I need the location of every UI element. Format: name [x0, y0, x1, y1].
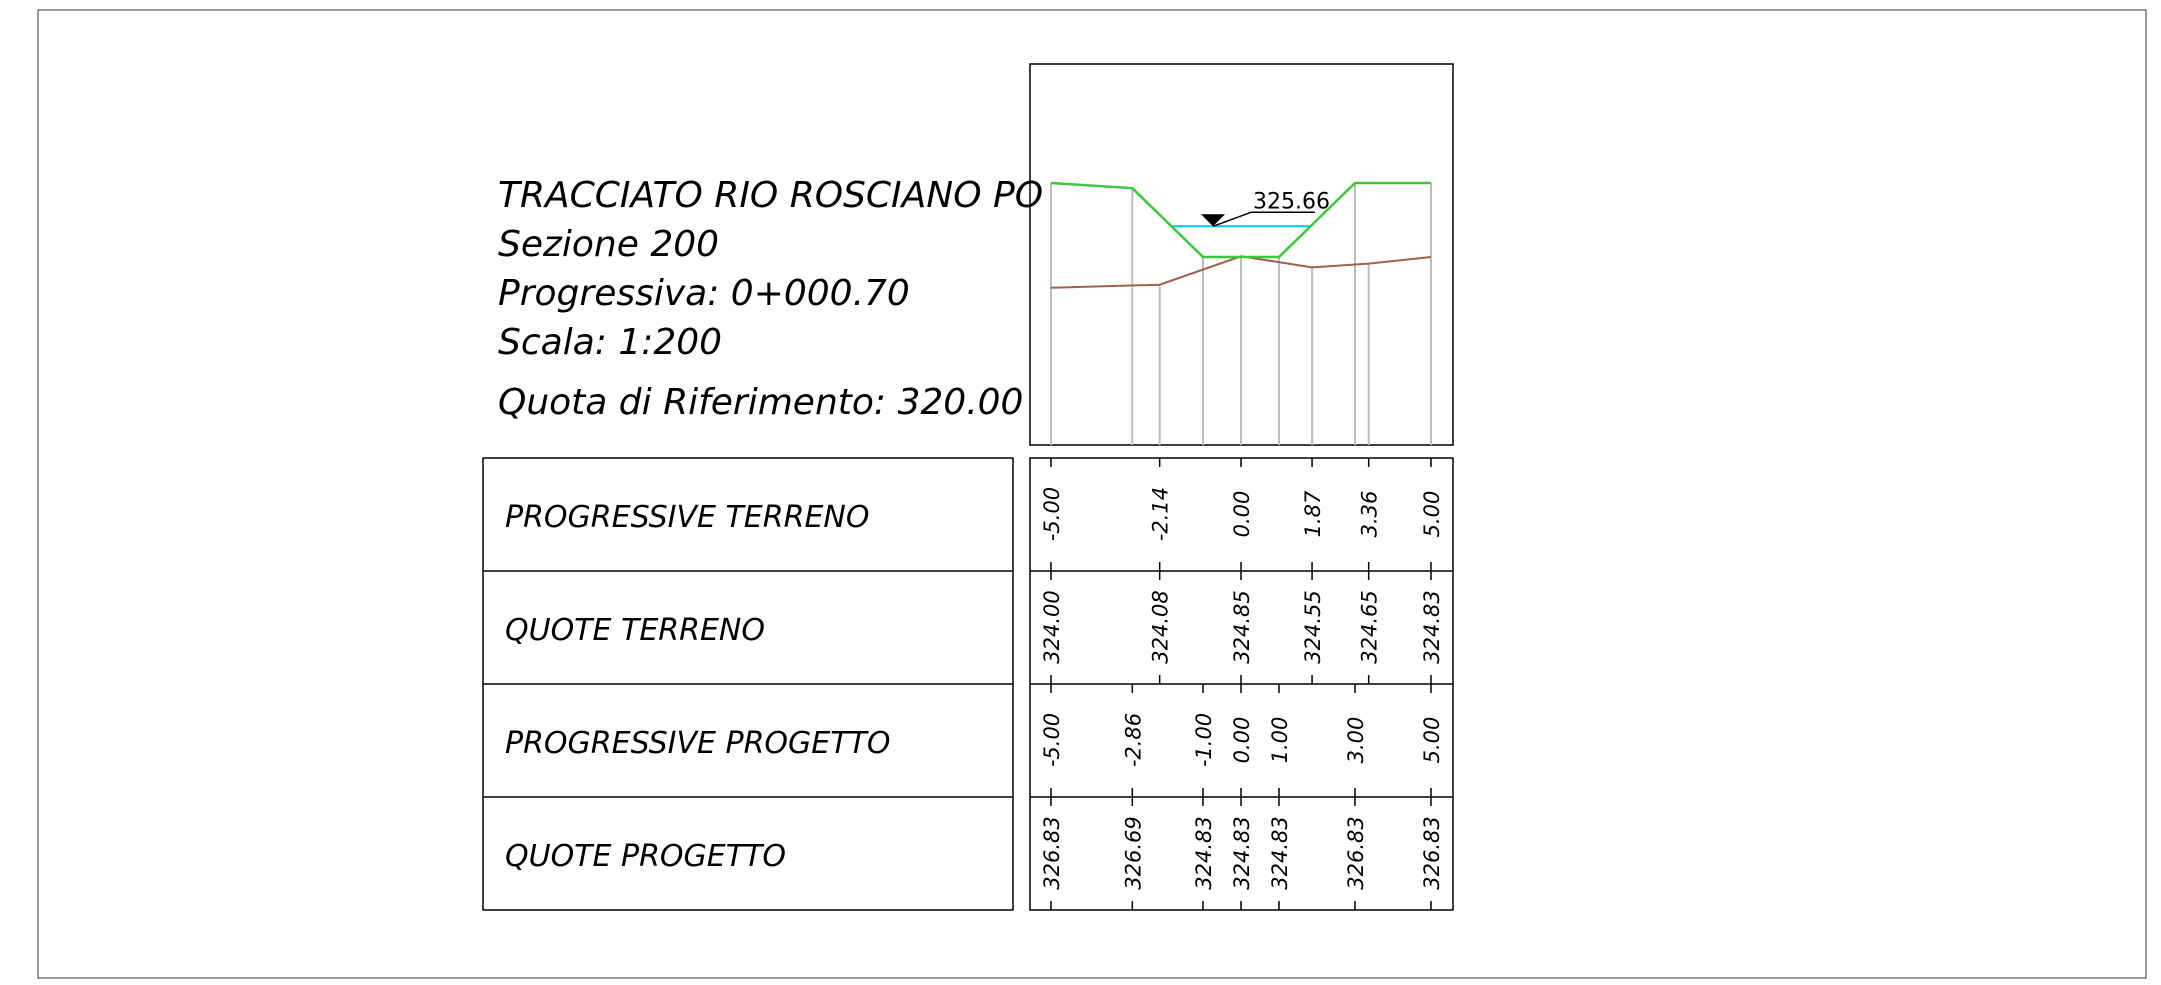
station-lines	[1050, 183, 1432, 445]
water-level-leader	[1212, 211, 1252, 227]
band-values-table: -5.00 -2.14 0.00 1.87 3.36 5.00 324.00 324.08 32…	[1029, 457, 1454, 911]
band-labels-table: PROGRESSIVE TERRENO QUOTE TERRENO PROGRE…	[482, 457, 1014, 911]
band-ticks	[1050, 458, 1432, 910]
progressive-terreno-value: 1.87	[1301, 490, 1325, 537]
quote-progetto-value: 326.69	[1121, 816, 1145, 889]
progressive-terreno-value: 5.00	[1420, 491, 1444, 538]
band-label-quote-progetto: QUOTE PROGETTO	[505, 839, 786, 874]
quote-terreno-value: 324.08	[1149, 590, 1173, 663]
terrain-profile-line	[1050, 255, 1432, 289]
quote-terreno-value: 324.83	[1420, 590, 1444, 663]
progressive-progetto-value: 5.00	[1420, 717, 1444, 764]
band-values: -5.00 -2.14 0.00 1.87 3.36 5.00 324.00 324.08 32…	[1040, 487, 1444, 890]
progressive-progetto-value: 0.00	[1230, 717, 1254, 764]
quote-progetto-value: 326.83	[1344, 816, 1368, 889]
quote-terreno-value: 324.55	[1301, 590, 1325, 663]
water-level-label: 325.66	[1253, 189, 1330, 214]
sheet-frame	[37, 9, 2147, 979]
progressive-terreno-value: 0.00	[1230, 491, 1254, 538]
band-label-quote-terreno: QUOTE TERRENO	[505, 613, 765, 648]
quote-progetto-value: 324.83	[1192, 816, 1216, 889]
band-label-progressive-terreno: PROGRESSIVE TERRENO	[505, 500, 869, 535]
progressive-terreno-value: 3.36	[1358, 491, 1382, 538]
progressive-progetto-value: -2.86	[1121, 713, 1145, 767]
water-level-triangle-icon	[1201, 214, 1225, 227]
band-label-progressive-progetto: PROGRESSIVE PROGETTO	[505, 726, 891, 761]
drawing-title: TRACCIATO RIO ROSCIANO PO	[498, 175, 1043, 216]
quote-progetto-value: 326.83	[1040, 816, 1064, 889]
progressive-terreno-value: -2.14	[1149, 487, 1173, 541]
quote-terreno-value: 324.85	[1230, 590, 1254, 663]
water-level-marker: 325.66	[1201, 189, 1330, 227]
progressive-progetto-value: -1.00	[1192, 713, 1216, 767]
project-profile-line	[1050, 181, 1431, 259]
quote-terreno-value: 324.65	[1358, 590, 1382, 663]
scale-value: Scala: 1:200	[498, 322, 722, 363]
reference-elevation: Quota di Riferimento: 320.00	[498, 382, 1023, 423]
progressive-progetto-value: 3.00	[1344, 717, 1368, 764]
section-number: Sezione 200	[498, 224, 719, 265]
quote-terreno-value: 324.00	[1040, 590, 1064, 663]
quote-progetto-value: 326.83	[1420, 816, 1444, 889]
section-info: TRACCIATO RIO ROSCIANO PO Sezione 200 Pr…	[498, 175, 1043, 423]
quote-progetto-value: 324.83	[1230, 816, 1254, 889]
progressive-progetto-value: 1.00	[1268, 717, 1292, 764]
quote-progetto-value: 324.83	[1268, 816, 1292, 889]
progressive-value: Progressiva: 0+000.70	[498, 273, 910, 314]
progressive-terreno-value: -5.00	[1040, 487, 1064, 541]
progressive-progetto-value: -5.00	[1040, 713, 1064, 767]
